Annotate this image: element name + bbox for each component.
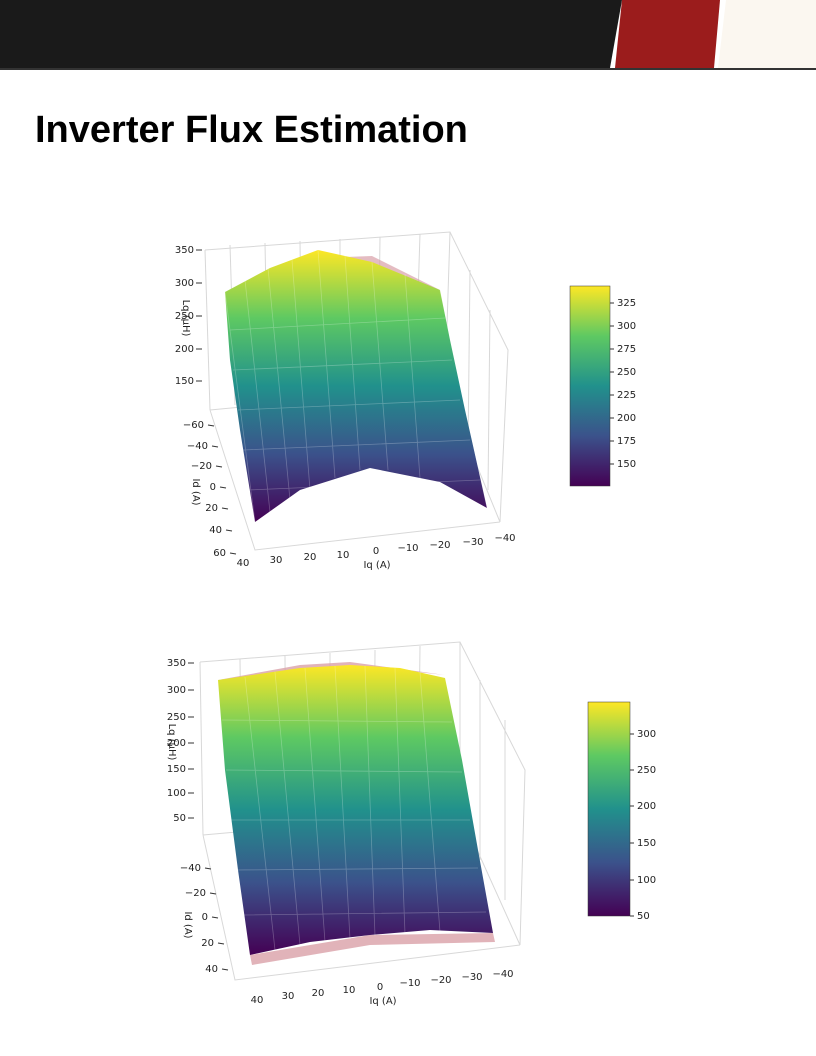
z-tick-label: 150 [175, 376, 194, 387]
z-tick-label: 300 [175, 278, 194, 289]
x-tick-label: −20 [430, 975, 451, 986]
tick-mark [219, 486, 227, 489]
tick-mark [229, 552, 237, 555]
tick-mark [204, 867, 212, 870]
z-tick-label: 150 [167, 764, 186, 775]
colorbar-tick-label: 225 [617, 390, 636, 401]
tick-mark [221, 968, 229, 971]
axis-label: Lq (µH) [180, 300, 191, 337]
z-tick-label: 350 [167, 658, 186, 669]
colorbar-tick-label: 200 [617, 413, 636, 424]
colorbar-tick-label: 300 [617, 321, 636, 332]
x-tick-label: 30 [282, 991, 295, 1002]
surface-plot [204, 231, 611, 551]
surface-plot [199, 641, 631, 981]
colorbar [587, 701, 631, 917]
y-tick-label: −20 [191, 461, 212, 472]
x-tick-label: 20 [304, 552, 317, 563]
axis-label: Iq (A) [369, 996, 396, 1007]
y-tick-label: 0 [210, 482, 216, 493]
tick-mark [215, 465, 223, 468]
y-tick-label: 40 [209, 525, 222, 536]
x-tick-label: −10 [399, 978, 420, 989]
y-tick-label: −60 [183, 420, 204, 431]
colorbar-tick-label: 275 [617, 344, 636, 355]
z-tick-label: 350 [175, 245, 194, 256]
z-tick-label: 300 [167, 685, 186, 696]
slide-title: Inverter Flux Estimation [35, 109, 468, 151]
x-tick-label: 10 [337, 550, 350, 561]
x-tick-label: 0 [377, 982, 383, 993]
colorbar [569, 285, 611, 487]
colorbar-tick-label: 100 [637, 875, 656, 886]
tick-mark [209, 892, 217, 895]
y-tick-label: 40 [205, 964, 218, 975]
axis-label: Lq (µH) [166, 724, 177, 761]
z-tick-label: 200 [175, 344, 194, 355]
y-tick-label: −40 [180, 863, 201, 874]
x-tick-label: 40 [237, 558, 250, 569]
colorbar-tick-label: 175 [617, 436, 636, 447]
surface [218, 665, 493, 955]
colorbar-tick-label: 300 [637, 729, 656, 740]
y-tick-label: 0 [202, 912, 208, 923]
tick-mark [225, 529, 233, 532]
y-tick-label: −40 [187, 441, 208, 452]
x-tick-label: 20 [312, 988, 325, 999]
tick-mark [217, 942, 225, 945]
axis-label: Id (A) [182, 911, 193, 938]
colorbar-tick-label: 200 [637, 801, 656, 812]
y-tick-label: 20 [201, 938, 214, 949]
x-tick-label: 40 [251, 995, 264, 1006]
colorbar-tick-label: 250 [617, 367, 636, 378]
x-tick-label: 0 [373, 546, 379, 557]
x-tick-label: −30 [462, 537, 483, 548]
z-tick-label: 100 [167, 788, 186, 799]
tick-mark [211, 916, 219, 919]
z-tick-label: 50 [173, 813, 186, 824]
tick-mark [211, 445, 219, 448]
header-accent [615, 0, 720, 68]
axis-label: Id (A) [190, 478, 201, 505]
z-tick-label: 250 [175, 311, 194, 322]
x-tick-label: 30 [270, 555, 283, 566]
axis-label: Iq (A) [363, 560, 390, 571]
y-tick-label: −20 [185, 888, 206, 899]
y-tick-label: 60 [213, 548, 226, 559]
x-tick-label: −10 [397, 543, 418, 554]
header-bar [0, 0, 622, 68]
colorbar-tick-label: 250 [637, 765, 656, 776]
x-tick-label: −30 [461, 972, 482, 983]
z-tick-label: 200 [167, 738, 186, 749]
tick-mark [221, 507, 229, 510]
x-tick-label: −40 [492, 969, 513, 980]
colorbar-tick-label: 150 [617, 459, 636, 470]
x-tick-label: 10 [343, 985, 356, 996]
y-tick-label: 20 [205, 503, 218, 514]
colorbar-tick-label: 150 [637, 838, 656, 849]
colorbar-tick-label: 325 [617, 298, 636, 309]
z-tick-label: 250 [167, 712, 186, 723]
colorbar-tick-label: 50 [637, 911, 650, 922]
header-accent [718, 0, 816, 68]
x-tick-label: −20 [429, 540, 450, 551]
surface [225, 250, 487, 522]
tick-mark [207, 424, 215, 427]
x-tick-label: −40 [494, 533, 515, 544]
